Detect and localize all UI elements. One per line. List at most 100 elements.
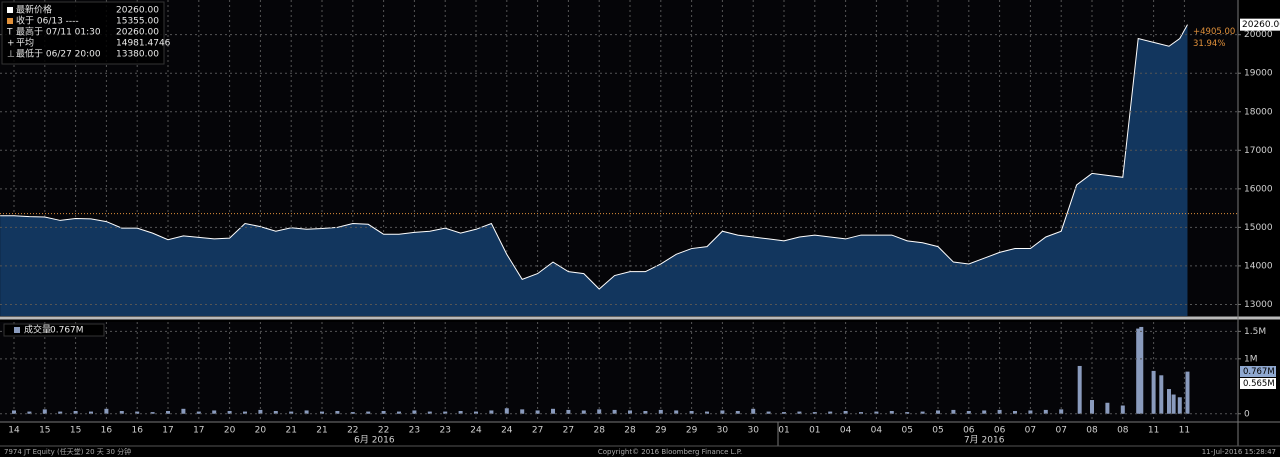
volume-bar	[535, 410, 540, 414]
x-tick-label: 06	[963, 426, 975, 436]
legend-marker	[7, 18, 13, 24]
volume-bar	[982, 410, 987, 414]
volume-bar	[458, 411, 463, 414]
y-tick-label: 1.5M	[1244, 327, 1266, 337]
volume-bar	[119, 411, 124, 414]
x-tick-label: 21	[285, 426, 296, 436]
average-volume-label: 0.565M	[1243, 379, 1275, 389]
x-tick-label: 22	[347, 426, 358, 436]
legend-box	[1, 1, 165, 65]
volume-bar	[1167, 389, 1171, 414]
volume-bar	[1013, 411, 1017, 414]
x-tick-label: 06	[994, 426, 1006, 436]
volume-bar	[705, 411, 709, 414]
volume-bar	[797, 411, 802, 414]
volume-bar	[643, 411, 648, 414]
volume-bar	[227, 411, 232, 414]
volume-legend-value: 0.767M	[50, 326, 84, 336]
volume-bar	[412, 410, 417, 414]
x-tick-label: 29	[655, 426, 667, 436]
volume-bar	[166, 411, 170, 414]
x-tick-label: 22	[378, 426, 389, 436]
volume-bar	[1177, 397, 1182, 414]
volume-bar	[658, 409, 663, 414]
price-panel: 20260.00 +4905.00 31.94% 13000 14000 15000 160…	[0, 0, 1280, 316]
volume-bar	[273, 411, 278, 414]
y-tick-label: 0	[1244, 409, 1250, 419]
y-tick-label: 17000	[1244, 146, 1273, 156]
x-tick-label: 17	[162, 426, 173, 436]
x-tick-label: 04	[871, 426, 883, 436]
volume-bar	[243, 411, 247, 414]
legend-value: 14981.4746	[116, 39, 171, 49]
x-tick-label: 29	[686, 426, 698, 436]
x-tick-label: 24	[501, 426, 513, 436]
x-tick-label: 24	[470, 426, 482, 436]
volume-bar	[997, 409, 1002, 414]
volume-bar	[1139, 326, 1144, 414]
y-tick-label: 19000	[1244, 69, 1273, 79]
x-tick-label: 20	[255, 426, 267, 436]
legend-value: 13380.00	[116, 50, 159, 60]
volume-bar	[720, 410, 725, 414]
volume-bar	[812, 412, 817, 414]
volume-bar	[1151, 370, 1156, 414]
volume-bar	[1028, 410, 1033, 414]
x-tick-label: 27	[563, 426, 574, 436]
x-tick-label: 07	[1025, 426, 1036, 436]
volume-bar	[874, 411, 879, 414]
volume-bar	[581, 410, 586, 414]
volume-bar	[951, 409, 956, 414]
volume-bar	[135, 411, 140, 414]
x-tick-label: 15	[39, 426, 50, 436]
volume-bar	[597, 409, 602, 414]
x-tick-label: 11	[1179, 426, 1190, 436]
price-line	[0, 24, 1188, 290]
volume-bar	[628, 410, 632, 414]
volume-legend-label: 成交量	[24, 324, 51, 336]
footer-right: 11-Jul-2016 15:28:47	[1202, 448, 1276, 456]
volume-bar	[397, 411, 401, 414]
volume-bar	[212, 410, 217, 414]
volume-bar	[1159, 375, 1164, 414]
volume-bar	[1171, 394, 1176, 414]
volume-bar	[258, 409, 263, 414]
volume-bar	[104, 408, 109, 414]
volume-bar	[335, 411, 340, 414]
volume-bar	[859, 412, 863, 414]
volume-bar	[73, 411, 78, 414]
volume-bar	[936, 410, 940, 414]
x-tick-label: 16	[131, 426, 143, 436]
volume-bar	[766, 411, 771, 414]
x-tick-label: 15	[70, 426, 81, 436]
change-label: +4905.00	[1193, 27, 1235, 37]
volume-bar	[828, 411, 833, 414]
y-tick-label: 18000	[1244, 107, 1273, 117]
last-price-label: 20260.00	[1242, 20, 1280, 30]
volume-bar	[474, 411, 478, 414]
volume-bar	[489, 410, 494, 414]
x-tick-label: 30	[717, 426, 729, 436]
volume-bar	[366, 411, 371, 414]
y-tick-label: 20000	[1244, 30, 1273, 40]
legend-marker: T	[6, 28, 13, 38]
legend-value: 20260.00	[116, 6, 159, 16]
x-tick-label: 07	[1055, 426, 1066, 436]
y-tick-label: 16000	[1244, 184, 1273, 194]
volume-bar	[289, 411, 294, 414]
volume-bar	[27, 411, 32, 414]
y-tick-label: 14000	[1244, 261, 1273, 271]
volume-bar	[1059, 409, 1064, 414]
x-tick-label: 21	[316, 426, 327, 436]
y-tick-label: 15000	[1244, 223, 1273, 233]
volume-bar	[443, 411, 448, 414]
legend-marker	[7, 7, 13, 13]
month-label: 6月 2016	[354, 435, 395, 446]
x-tick-label: 20	[224, 426, 236, 436]
volume-bar	[1136, 328, 1141, 414]
volume-bar	[320, 411, 324, 414]
volume-bar	[674, 410, 679, 414]
change-pct-label: 31.94%	[1193, 39, 1225, 49]
volume-bar	[782, 412, 786, 414]
volume-bar	[905, 412, 910, 414]
